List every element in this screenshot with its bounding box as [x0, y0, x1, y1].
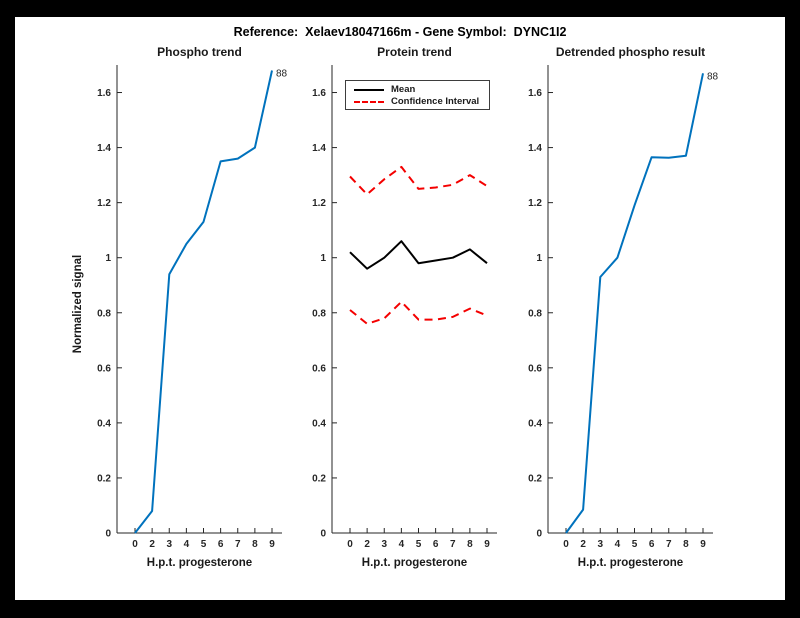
- legend-label-mean: Mean: [391, 84, 416, 96]
- series-line-detrended-phospho-signal: [565, 73, 704, 534]
- legend-entry-confidence-interval: Confidence Interval: [354, 96, 489, 108]
- protein-trend-chart: 00.20.40.60.811.21.41.60 2 3 4 5 6 7 8 9: [312, 65, 497, 550]
- x-tick-label: 3: [597, 539, 603, 550]
- x-tick-label: 5: [416, 539, 422, 550]
- x-tick-label: 4: [615, 539, 621, 550]
- y-tick-label: 1.4: [97, 143, 111, 154]
- x-axis-label-phospho: H.p.t. progesterone: [146, 557, 253, 569]
- x-tick-label: 9: [269, 539, 275, 550]
- x-tick-label: 7: [666, 539, 672, 550]
- endpoint-annotation: 88: [707, 71, 719, 82]
- x-tick-label: 6: [218, 539, 224, 550]
- x-tick-label: 0: [132, 539, 138, 550]
- x-tick-label: 3: [166, 539, 172, 550]
- y-tick-label: 0.6: [312, 363, 326, 374]
- x-tick-label: 3: [381, 539, 387, 550]
- y-tick-label: 1.2: [528, 198, 542, 209]
- x-tick-label: 5: [632, 539, 638, 550]
- legend: Mean Confidence Interval: [345, 80, 490, 110]
- x-tick-label: 2: [149, 539, 155, 550]
- figure-title: Reference: Xelaev18047166m - Gene Symbol…: [233, 25, 567, 39]
- plot-title-protein: Protein trend: [377, 45, 452, 59]
- y-tick-label: 1: [536, 253, 542, 264]
- y-tick-label: 0.8: [97, 308, 111, 319]
- x-tick-label: 7: [235, 539, 241, 550]
- figure-canvas: Reference: Xelaev18047166m - Gene Symbol…: [15, 17, 785, 600]
- subplot-phospho-trend: Phospho trend 0 0.2 0.4 0.6 0.8 1 1.2 1.4 1.6 0 2 3…: [82, 45, 297, 590]
- x-axis-label-protein: H.p.t. progesterone: [361, 557, 468, 569]
- series-line-mean: [349, 240, 488, 270]
- plot-title-detrended: Detrended phospho result: [555, 45, 706, 59]
- y-tick-label: 1.2: [97, 198, 111, 209]
- series-line-confidence-interval-upper: [349, 165, 488, 196]
- y-tick-label: 0: [320, 529, 326, 540]
- x-tick-label: 9: [484, 539, 490, 550]
- y-tick-label: 0.2: [97, 473, 111, 484]
- y-tick-label: 1: [105, 253, 111, 264]
- x-tick-label: 0: [563, 539, 569, 550]
- x-tick-label: 6: [433, 539, 439, 550]
- y-tick-label: 0.6: [528, 363, 542, 374]
- x-tick-label: 2: [364, 539, 370, 550]
- y-tick-label: 1.4: [312, 143, 326, 154]
- legend-entry-mean: Mean: [354, 84, 489, 96]
- y-tick-label: 0.4: [97, 418, 111, 429]
- y-tick-label: 0.8: [528, 308, 542, 319]
- x-axis-label-detrended: H.p.t. progesterone: [577, 557, 684, 569]
- y-tick-label: 0: [536, 529, 542, 540]
- y-tick-label: 1.6: [312, 88, 326, 99]
- y-tick-label: 0.2: [528, 473, 542, 484]
- x-tick-label: 8: [252, 539, 258, 550]
- x-tick-label: 2: [580, 539, 586, 550]
- y-tick-label: 1.6: [528, 88, 542, 99]
- x-tick-label: 5: [201, 539, 207, 550]
- subplot-protein-trend: Protein trend 0 0.2 0.4 0.6 0.8 1 1.2 1.4 1.6 0 2 3…: [297, 45, 512, 590]
- y-tick-label: 0.4: [312, 418, 326, 429]
- x-tick-label: 6: [649, 539, 655, 550]
- detrended-phospho-chart: 00.20.40.60.811.21.41.60 2 3 4 5 6 7 8 988: [528, 65, 719, 550]
- series-line-confidence-interval-lower: [349, 300, 488, 325]
- x-tick-label: 8: [683, 539, 689, 550]
- y-tick-label: 0: [105, 529, 111, 540]
- x-tick-label: 4: [399, 539, 405, 550]
- confidence-interval-line-sample-icon: [354, 101, 384, 103]
- y-tick-label: 0.4: [528, 418, 542, 429]
- x-tick-label: 4: [184, 539, 190, 550]
- mean-line-sample-icon: [354, 89, 384, 91]
- legend-label-confidence-interval: Confidence Interval: [391, 96, 480, 108]
- y-tick-label: 1: [320, 253, 326, 264]
- x-tick-label: 0: [347, 539, 353, 550]
- y-tick-label: 0.8: [312, 308, 326, 319]
- x-tick-label: 9: [700, 539, 706, 550]
- y-tick-label: 1.6: [97, 88, 111, 99]
- subplot-detrended-phospho: Detrended phospho result 0 0.2 0.4 0.6 0.8 1 1…: [513, 45, 728, 590]
- y-tick-label: 0.6: [97, 363, 111, 374]
- series-line-phospho-signal: [134, 70, 273, 534]
- phospho-trend-chart: 00.20.40.60.811.21.41.60 2 3 4 5 6 7 8 988: [97, 65, 288, 550]
- y-tick-label: 0.2: [312, 473, 326, 484]
- x-tick-label: 8: [467, 539, 473, 550]
- plot-title-phospho: Phospho trend: [157, 45, 242, 59]
- y-tick-label: 1.2: [312, 198, 326, 209]
- endpoint-annotation: 88: [276, 69, 288, 80]
- x-tick-label: 7: [450, 539, 456, 550]
- y-tick-label: 1.4: [528, 143, 542, 154]
